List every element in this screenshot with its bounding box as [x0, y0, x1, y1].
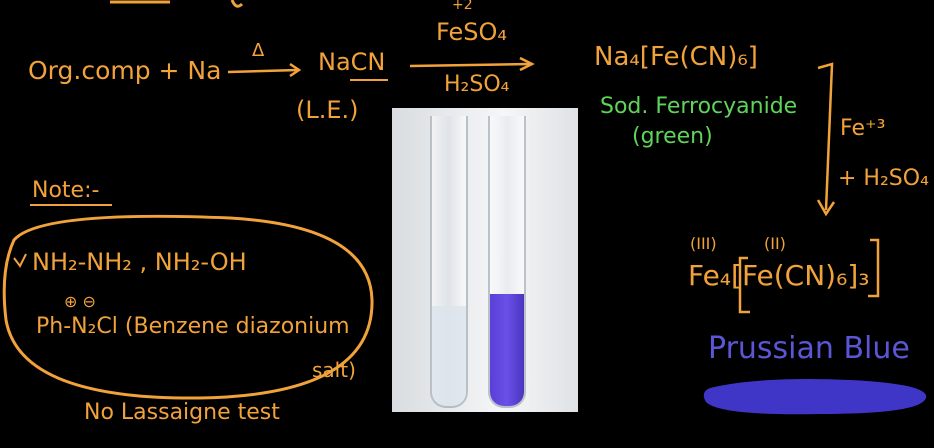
ox-state-iii: (III)	[690, 234, 717, 253]
note-line-hydrazine: NH₂-NH₂ , NH₂-OH	[32, 248, 247, 276]
h2so4-reagent-2: + H₂SO₄	[838, 166, 929, 191]
test-tube-left	[430, 116, 468, 408]
h2so4-reagent: H₂SO₄	[444, 72, 510, 97]
arrow-2	[409, 62, 531, 68]
prussian-blue-solution	[490, 294, 524, 406]
note-charges: ⊕ ⊖	[64, 292, 96, 311]
feso4-reagent: FeSO₄	[436, 18, 508, 46]
heat-symbol: Δ	[252, 40, 265, 61]
ox-state-ii: (II)	[764, 234, 786, 253]
fe-charge-label: +2	[452, 0, 473, 13]
reactants-text: Org.comp + Na	[28, 56, 222, 85]
prussian-blue-formula: Fe₄[Fe(CN)₆]₃	[688, 259, 870, 292]
fe3-reagent: Fe⁺³	[840, 116, 886, 141]
arrow-1	[227, 68, 299, 74]
note-line-diazonium: Ph-N₂Cl (Benzene diazonium	[36, 314, 350, 339]
lassaigne-extract-label: (L.E.)	[296, 96, 359, 124]
note-loop	[2, 214, 374, 400]
arrow-3	[817, 62, 834, 211]
ferrocyanide-product: Na₄[Fe(CN)₆]	[594, 42, 758, 72]
test-tube-right	[488, 116, 526, 408]
note-line-salt: salt)	[312, 358, 356, 382]
prussian-blue-highlight	[703, 379, 927, 415]
note-title: Note:-	[32, 178, 100, 203]
note-footer: No Lassaigne test	[84, 400, 280, 425]
prussian-blue-label: Prussian Blue	[708, 331, 910, 366]
test-tube-photo	[392, 108, 578, 412]
ferrocyanide-color: (green)	[632, 124, 713, 149]
nacn-product: NaCN	[318, 48, 386, 76]
ferrocyanide-name: Sod. Ferrocyanide	[600, 94, 798, 119]
